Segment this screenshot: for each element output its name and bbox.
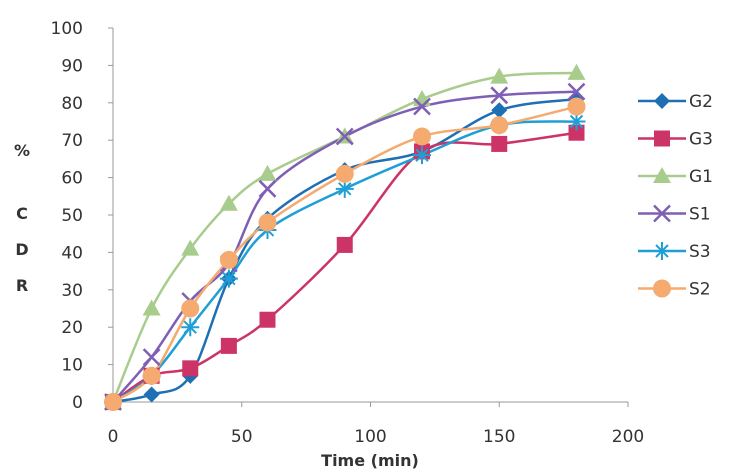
y-tick-label: 20 — [61, 318, 83, 338]
data-point-s1 — [413, 97, 431, 116]
series-line-g3 — [112, 131, 577, 404]
data-point-g1 — [181, 239, 200, 256]
series-line-s2 — [112, 105, 577, 404]
y-tick-label: 100 — [51, 19, 83, 39]
legend-label: S1 — [689, 205, 711, 225]
legend-item-s2: S2 — [638, 279, 711, 300]
data-point-g3 — [220, 337, 237, 354]
legend-marker — [653, 242, 671, 260]
series-markers — [104, 63, 586, 411]
data-point-g1 — [490, 67, 509, 84]
data-point-s2 — [104, 393, 122, 411]
legend: G2 G3 G1 S1 S3 S2 — [638, 92, 713, 300]
y-tick-label: 60 — [61, 169, 83, 189]
data-point-s2 — [181, 299, 200, 318]
data-point-s3 — [181, 318, 200, 337]
data-point-g1 — [219, 194, 238, 211]
legend-marker — [654, 130, 670, 147]
legend-marker — [653, 167, 671, 183]
legend-label: G2 — [689, 92, 713, 112]
legend-item-s1: S1 — [638, 205, 711, 225]
y-label-char: % — [14, 141, 30, 160]
y-tick-label: 10 — [61, 356, 83, 376]
data-point-g3 — [336, 236, 353, 253]
data-point-s1 — [258, 179, 277, 198]
data-point-g3 — [259, 311, 276, 328]
y-tick-label: 0 — [72, 393, 83, 413]
y-tick-label: 80 — [61, 94, 83, 114]
legend-label: S3 — [689, 242, 711, 262]
data-point-s1 — [490, 86, 509, 105]
legend-marker — [654, 93, 670, 109]
legend-marker — [653, 279, 671, 298]
data-point-g1 — [142, 299, 161, 316]
legend-label: G1 — [689, 167, 713, 187]
data-point-g2 — [143, 386, 160, 403]
data-point-s3 — [413, 146, 431, 165]
y-tick-label: 30 — [61, 281, 83, 301]
y-tick-label: 90 — [61, 56, 83, 76]
data-point-s3 — [335, 179, 354, 198]
y-label-char: R — [16, 276, 28, 295]
x-tick-label: 100 — [354, 427, 386, 447]
data-point-s3 — [219, 269, 238, 288]
series-line-s3 — [112, 120, 577, 404]
legend-item-g2: G2 — [638, 92, 713, 112]
data-point-s2 — [219, 250, 238, 269]
data-point-g3 — [491, 135, 508, 152]
data-point-g1 — [258, 164, 277, 181]
x-tick-label: 150 — [483, 427, 515, 447]
data-point-g1 — [413, 90, 431, 107]
legend-item-g3: G3 — [638, 130, 713, 150]
y-tick-labels: 0 10 20 30 40 50 60 70 80 90 100 — [51, 19, 83, 413]
y-label-char: D — [15, 240, 28, 259]
data-point-s1 — [567, 82, 586, 101]
data-point-g3 — [568, 124, 585, 141]
data-point-s2 — [413, 127, 431, 146]
legend-item-g1: G1 — [638, 167, 713, 187]
data-point-s3 — [567, 112, 586, 131]
data-point-s1 — [142, 348, 161, 367]
legend-marker — [653, 204, 671, 223]
x-tick-labels: 0 50 100 150 200 — [108, 427, 645, 447]
data-point-g3 — [182, 360, 199, 377]
legend-item-s3: S3 — [638, 242, 711, 262]
data-point-s2 — [258, 213, 277, 232]
y-axis-label: % CDR — [14, 141, 30, 295]
legend-label: S2 — [689, 280, 711, 300]
data-point-s2 — [335, 164, 354, 183]
legend-label: G3 — [689, 130, 713, 150]
data-point-s1 — [335, 127, 354, 146]
x-tick-label: 0 — [108, 427, 119, 447]
data-point-s2 — [567, 97, 586, 116]
data-point-g1 — [567, 63, 586, 80]
axes — [108, 27, 629, 407]
x-tick-label: 200 — [612, 427, 644, 447]
data-point-s2 — [142, 366, 161, 385]
y-tick-label: 40 — [61, 243, 83, 263]
data-point-s2 — [490, 116, 509, 135]
y-label-char: C — [16, 204, 28, 223]
x-tick-label: 50 — [231, 427, 253, 447]
y-tick-label: 70 — [61, 131, 83, 151]
x-axis-label: Time (min) — [321, 451, 419, 470]
y-tick-label: 50 — [61, 206, 83, 226]
data-point-g2 — [491, 102, 508, 119]
